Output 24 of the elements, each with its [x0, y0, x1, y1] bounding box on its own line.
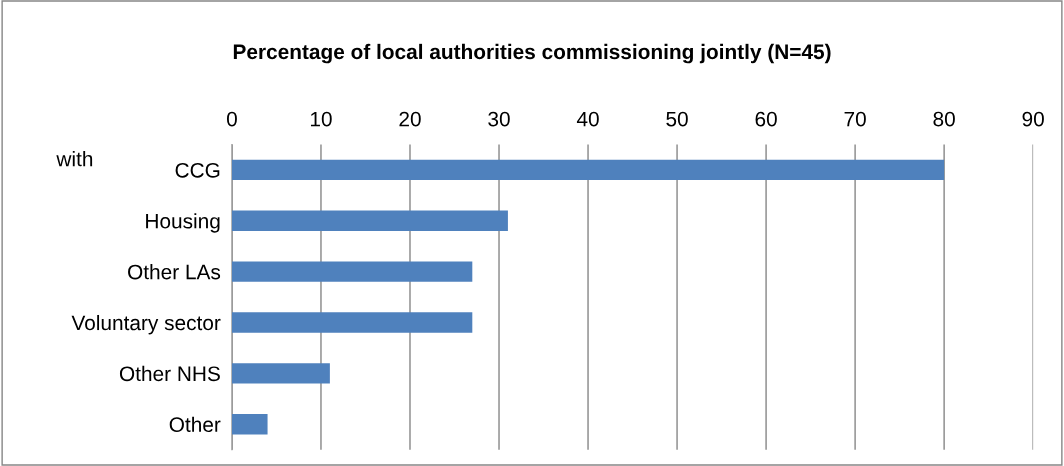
x-tick-label: 80 — [933, 111, 955, 127]
x-tick-label: 90 — [1022, 111, 1044, 127]
y-tick-label: CCG — [175, 162, 220, 178]
bar — [231, 414, 268, 435]
text: with — [56, 151, 93, 167]
chart-title: Percentage of local authorities commissioning jointly (N=45) — [233, 43, 831, 64]
bar — [231, 312, 473, 333]
y-tick-label: Other LAs — [128, 264, 221, 280]
x-tick-label: 30 — [488, 111, 510, 127]
x-tick-label: 50 — [666, 111, 688, 127]
x-tick-label: 40 — [576, 111, 599, 127]
x-tick-label: 10 — [310, 111, 332, 127]
y-tick-label: Other — [169, 416, 221, 433]
x-tick-label: 0 — [226, 111, 237, 127]
x-tick-label: 60 — [755, 111, 777, 127]
bar — [231, 159, 945, 181]
bar — [231, 210, 508, 231]
y-tick-label: Other NHS — [119, 365, 220, 382]
x-tick-label: 70 — [844, 111, 866, 127]
bar — [231, 363, 330, 384]
x-tick-label: 20 — [399, 111, 421, 127]
bar — [231, 261, 473, 282]
y-tick-label: Housing — [146, 213, 220, 233]
y-tick-label: Voluntary sector — [71, 314, 221, 335]
